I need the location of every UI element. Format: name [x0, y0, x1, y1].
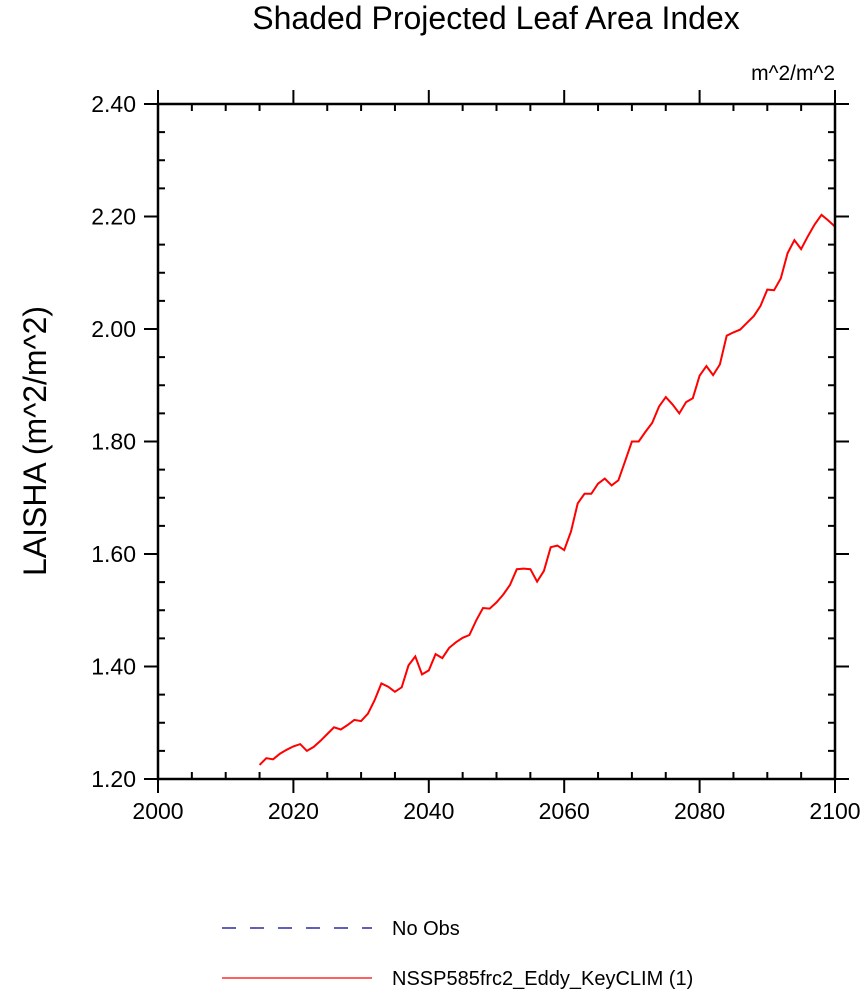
y-tick-label: 1.60	[91, 541, 136, 567]
axis-ticks: 2000 2020 2040 2060 2080 2100 1.20 1.40 1.60 1.80…	[91, 90, 861, 824]
y-tick-label: 2.20	[91, 204, 136, 230]
y-tick-label: 2.00	[91, 316, 136, 342]
x-tick-label: 2100	[809, 798, 860, 824]
x-tick-label: 2020	[268, 798, 319, 824]
y-tick-label: 1.20	[91, 766, 136, 792]
plot-series	[258, 213, 836, 766]
legend: No Obs NSSP585frc2_Eddy_KeyCLIM (1)	[222, 918, 693, 990]
y-tick-label: 1.40	[91, 654, 136, 680]
plot-frame	[156, 102, 837, 781]
x-tick-label: 2060	[539, 798, 590, 824]
x-tick-label: 2080	[674, 798, 725, 824]
y-tick-label: 1.80	[91, 429, 136, 455]
units-label: m^2/m^2	[751, 62, 835, 85]
y-axis-label: LAISHA (m^2/m^2)	[17, 306, 53, 576]
x-tick-label: 2040	[403, 798, 454, 824]
legend-label-model: NSSP585frc2_Eddy_KeyCLIM (1)	[392, 968, 693, 990]
chart-title: Shaded Projected Leaf Area Index	[252, 0, 739, 36]
y-tick-label: 2.40	[91, 91, 136, 117]
series-line-model	[258, 213, 836, 766]
x-tick-label: 2000	[132, 798, 183, 824]
legend-label-no-obs: No Obs	[392, 918, 460, 940]
